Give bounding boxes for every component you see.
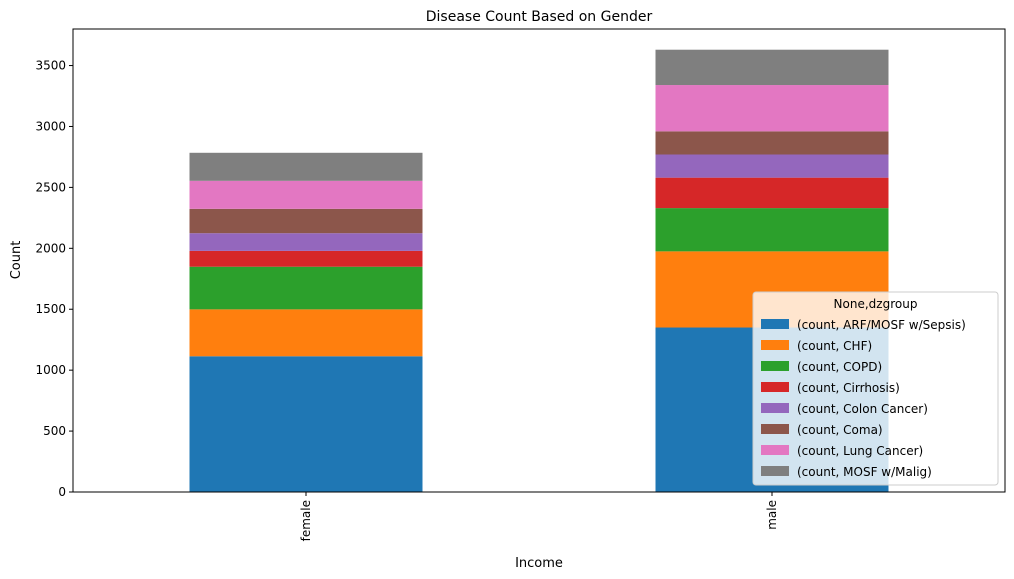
bar-female-3 <box>189 250 423 267</box>
bar-male-3 <box>655 177 889 209</box>
legend-swatch <box>761 340 789 350</box>
legend-label: (count, Cirrhosis) <box>797 381 900 395</box>
bar-female-5 <box>189 208 423 234</box>
legend-swatch <box>761 466 789 476</box>
bar-female-6 <box>189 180 423 209</box>
legend-box <box>752 291 999 486</box>
legend-swatch <box>761 403 789 413</box>
y-tick-label: 2000 <box>35 241 66 255</box>
y-tick-label: 500 <box>43 424 66 438</box>
legend-swatch <box>761 319 789 329</box>
bar-female-0 <box>189 356 423 492</box>
bar-male-4 <box>655 154 889 178</box>
bar-female-1 <box>189 309 423 357</box>
legend-swatch <box>761 382 789 392</box>
y-tick-label: 3000 <box>35 119 66 133</box>
plot-frame <box>72 28 1006 493</box>
legend-title: None,dzgroup <box>834 297 918 311</box>
legend-label: (count, Colon Cancer) <box>797 402 928 416</box>
legend: None,dzgroup (count, ARF/MOSF w/Sepsis) (c… <box>752 291 999 486</box>
legend-label: (count, ARF/MOSF w/Sepsis) <box>797 318 966 332</box>
legend-label: (count, MOSF w/Malig) <box>797 465 932 479</box>
bar-female-7 <box>189 152 423 181</box>
bar-female-2 <box>189 266 423 310</box>
bar-male-6 <box>655 85 889 132</box>
legend-label: (count, Coma) <box>797 423 883 437</box>
bar-female-4 <box>189 233 423 251</box>
legend-swatch <box>761 424 789 434</box>
legend-swatch <box>761 445 789 455</box>
y-tick-label: 2500 <box>35 180 66 194</box>
bar-male-7 <box>655 49 889 86</box>
legend-swatch <box>761 361 789 371</box>
y-tick-label: 0 <box>58 485 66 499</box>
bar-male-2 <box>655 208 889 252</box>
y-axis-label: Count <box>9 241 24 280</box>
legend-label: (count, COPD) <box>797 360 882 374</box>
x-tick-label: female <box>299 500 313 541</box>
chart-title: Disease Count Based on Gender <box>426 9 653 25</box>
legend-label: (count, CHF) <box>797 339 872 353</box>
y-tick-label: 3500 <box>35 59 66 73</box>
x-tick-label: male <box>765 500 779 530</box>
y-tick-label: 1500 <box>35 302 66 316</box>
legend-label: (count, Lung Cancer) <box>797 444 923 458</box>
x-axis: female male <box>299 492 779 541</box>
y-axis: 0 500 1000 1500 2000 2500 3000 3500 <box>35 59 73 499</box>
y-tick-label: 1000 <box>35 363 66 377</box>
bar-male-5 <box>655 131 889 155</box>
x-axis-label: Income <box>515 556 563 571</box>
